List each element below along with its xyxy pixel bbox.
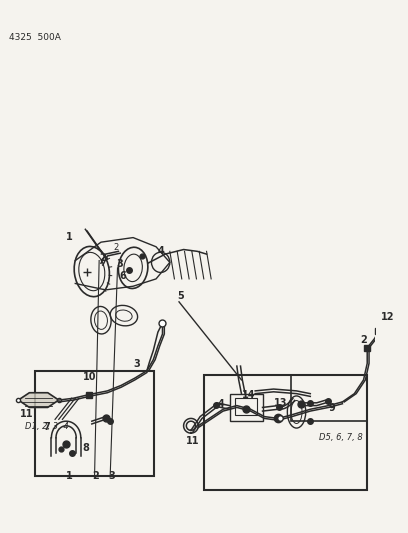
Text: 12: 12 (381, 312, 395, 322)
Text: 4325  500A: 4325 500A (9, 33, 61, 42)
Polygon shape (18, 393, 59, 407)
Bar (35, 370, 154, 477)
Text: 3: 3 (109, 471, 115, 481)
Text: 13: 13 (274, 398, 287, 408)
Text: 2: 2 (360, 335, 367, 345)
Text: 4: 4 (217, 399, 224, 409)
Text: 1: 1 (66, 471, 73, 481)
Text: 14: 14 (242, 390, 255, 400)
Text: 7: 7 (43, 422, 50, 432)
Text: 1: 1 (66, 232, 73, 243)
Text: 11: 11 (20, 409, 34, 418)
Bar (235, 398, 257, 415)
Text: 5: 5 (177, 291, 184, 301)
Text: 2: 2 (113, 243, 118, 252)
Bar (230, 394, 263, 421)
Text: 10: 10 (83, 372, 96, 382)
Text: 2: 2 (99, 253, 106, 263)
Text: 3: 3 (133, 359, 140, 369)
Bar (291, 375, 367, 421)
Text: 2: 2 (92, 471, 99, 481)
Text: 3: 3 (117, 259, 123, 269)
Text: 9: 9 (329, 403, 335, 413)
Text: 4: 4 (158, 246, 165, 256)
Text: 11: 11 (186, 436, 200, 446)
Text: 8: 8 (83, 443, 89, 454)
Text: D1, 2, 3, 4: D1, 2, 3, 4 (25, 422, 69, 431)
Text: D5, 6, 7, 8: D5, 6, 7, 8 (319, 433, 363, 441)
Text: 6: 6 (120, 271, 126, 281)
Bar (204, 375, 367, 490)
